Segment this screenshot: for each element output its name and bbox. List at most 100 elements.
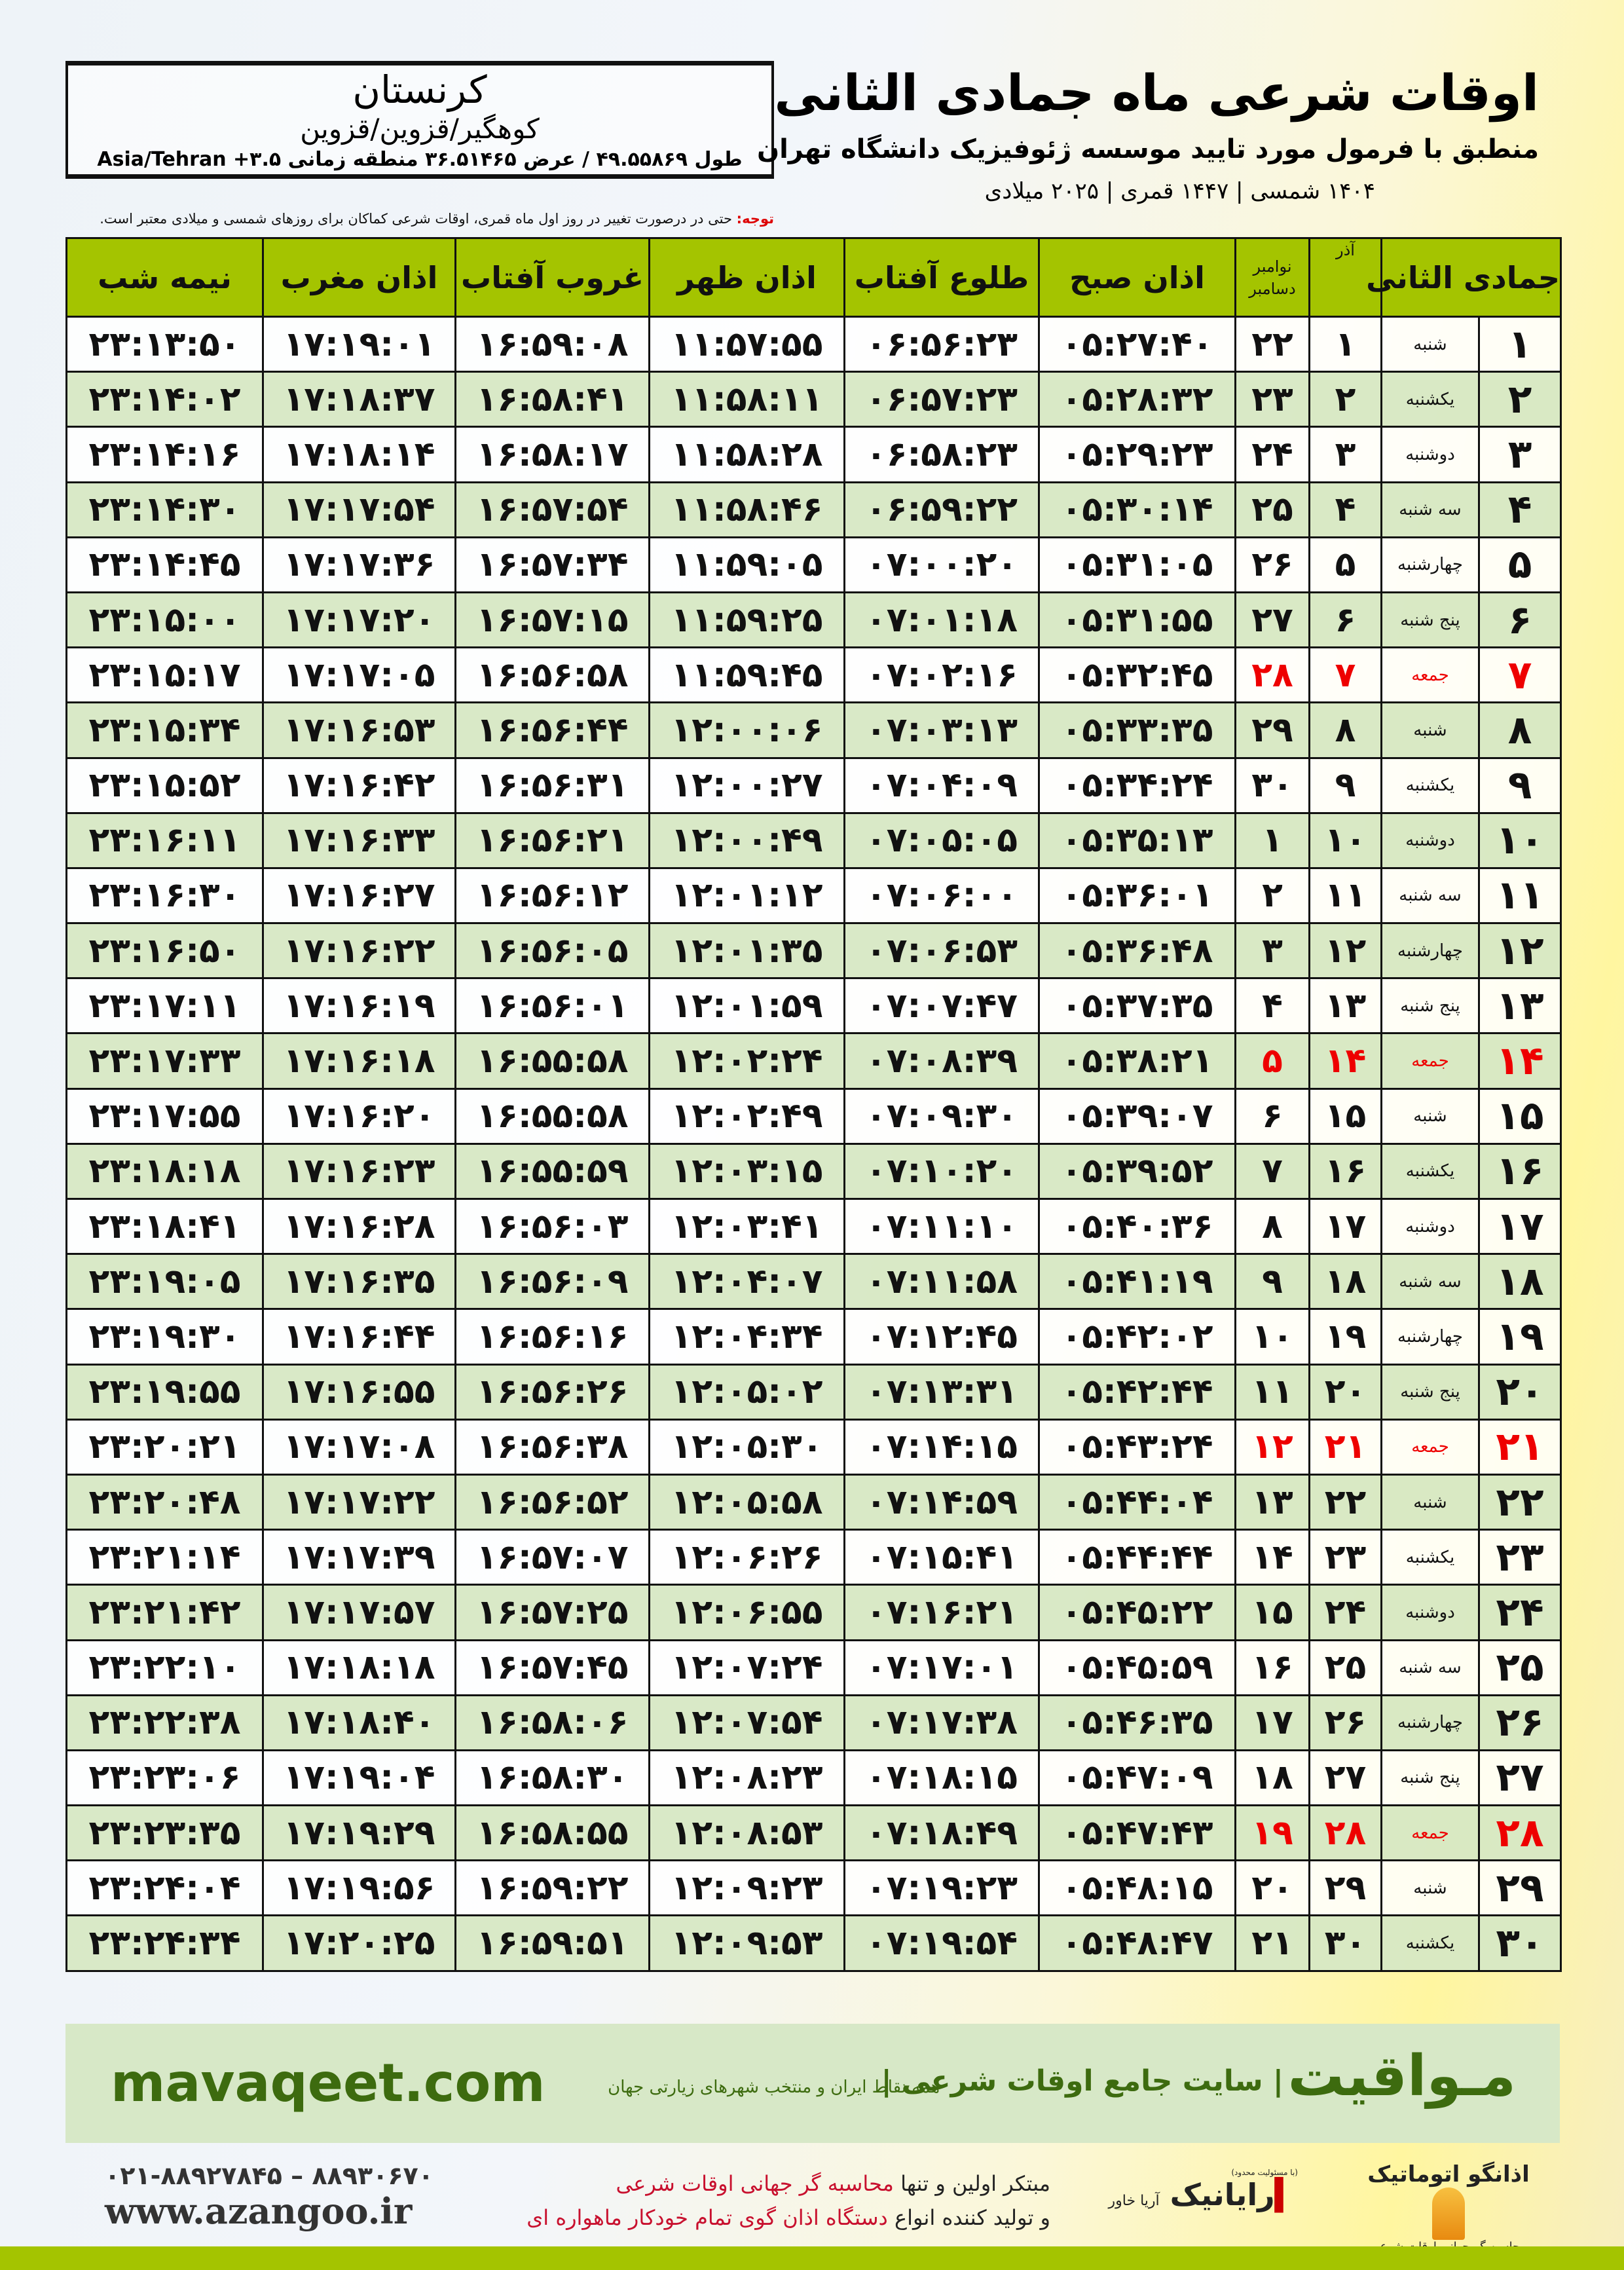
midnight-time: ۲۳:۱۵:۰۰ [65,591,264,649]
greg-day: ۲۴ [1234,426,1310,483]
sunrise-time: ۰۷:۰۵:۰۵ [843,811,1040,869]
sunrise-time: ۰۷:۱۸:۴۹ [843,1804,1040,1862]
hijri-day: ۲۰ [1478,1363,1562,1421]
maghrib-time: ۱۷:۱۶:۲۸ [262,1197,456,1256]
azar-day: ۲ [1308,371,1382,428]
sunrise-time: ۰۷:۱۶:۲۱ [843,1584,1040,1641]
greg-day: ۱۲ [1234,1418,1310,1476]
dhuhr-time: ۱۲:۰۸:۲۳ [648,1749,845,1807]
midnight-time: ۲۳:۲۳:۰۶ [65,1749,264,1807]
hijri-day: ۲ [1478,371,1562,428]
fajr-time: ۰۵:۴۳:۲۴ [1038,1418,1236,1476]
website-link[interactable]: www.azangoo.ir [105,2190,413,2232]
prayer-times-table: جمادی الثانی آذر نوامبر دسامبر اذان صبح ط… [65,237,1562,1972]
maghrib-time: ۱۷:۱۷:۲۲ [262,1473,456,1531]
midnight-time: ۲۳:۲۲:۳۸ [65,1694,264,1751]
table-row: ۱۱ سه شنبه ۱۱ ۲ ۰۵:۳۶:۰۱ ۰۷:۰۶:۰۰ ۱۲:۰۱:۱۲ ۱۶:۵… [65,866,1562,925]
dome-icon [1432,2187,1465,2240]
hijri-day: ۲۳ [1478,1529,1562,1586]
sunrise-time: ۰۷:۱۵:۴۱ [843,1529,1040,1586]
weekday: سه شنبه [1380,1639,1481,1696]
sunset-time: ۱۶:۵۵:۵۸ [454,1032,650,1090]
greg-day: ۲۰ [1234,1859,1310,1917]
maghrib-time: ۱۷:۱۶:۵۳ [262,701,456,759]
sunrise-time: ۰۷:۰۶:۰۰ [843,866,1040,925]
fajr-time: ۰۵:۲۹:۲۳ [1038,426,1236,483]
dhuhr-time: ۱۲:۰۱:۵۹ [648,977,845,1035]
maghrib-time: ۱۷:۱۷:۵۴ [262,481,456,538]
dhuhr-time: ۱۲:۰۰:۴۹ [648,811,845,869]
fajr-time: ۰۵:۲۸:۳۲ [1038,371,1236,428]
fajr-time: ۰۵:۳۶:۰۱ [1038,866,1236,925]
midnight-time: ۲۳:۱۷:۳۳ [65,1032,264,1090]
greg-day: ۱۵ [1234,1584,1310,1641]
sunset-time: ۱۶:۵۹:۵۱ [454,1914,650,1972]
sunset-time: ۱۶:۵۶:۳۱ [454,756,650,814]
weekday: پنج شنبه [1380,591,1481,649]
weekday: شنبه [1380,315,1481,373]
sunrise-time: ۰۶:۵۸:۲۳ [843,426,1040,483]
header-sunrise: طلوع آفتاب [843,237,1040,318]
dhuhr-time: ۱۲:۰۱:۱۲ [648,866,845,925]
greg-day: ۱۹ [1234,1804,1310,1862]
sunrise-time: ۰۷:۱۴:۵۹ [843,1473,1040,1531]
dhuhr-time: ۱۲:۰۹:۵۳ [648,1914,845,1972]
fajr-time: ۰۵:۴۷:۰۹ [1038,1749,1236,1807]
dhuhr-time: ۱۲:۰۰:۰۶ [648,701,845,759]
sunrise-time: ۰۷:۱۸:۱۵ [843,1749,1040,1807]
dhuhr-time: ۱۲:۰۸:۵۳ [648,1804,845,1862]
logo2-side: آریا خاور [1108,2193,1160,2209]
hijri-day: ۱ [1478,315,1562,373]
azar-day: ۳۰ [1308,1914,1382,1972]
weekday: دوشنبه [1380,1197,1481,1256]
midnight-time: ۲۳:۱۵:۱۷ [65,646,264,704]
dhuhr-time: ۱۲:۰۹:۲۳ [648,1859,845,1917]
years: ۱۴۰۴ شمسی | ۱۴۴۷ قمری | ۲۰۲۵ میلادی [984,178,1375,204]
table-row: ۹ یکشنبه ۹ ۳۰ ۰۵:۳۴:۲۴ ۰۷:۰۴:۰۹ ۱۲:۰۰:۲۷ ۱۶:۵۶:… [65,756,1562,814]
sunrise-time: ۰۶:۵۶:۲۳ [843,315,1040,373]
table-row: ۱۹ چهارشنبه ۱۹ ۱۰ ۰۵:۴۲:۰۲ ۰۷:۱۲:۴۵ ۱۲:۰۴:۳۴ ۱۶… [65,1308,1562,1366]
azar-day: ۲۳ [1308,1529,1382,1586]
header-midnight: نیمه شب [65,237,264,318]
midnight-time: ۲۳:۲۴:۰۴ [65,1859,264,1917]
greg-day: ۳۰ [1234,756,1310,814]
header-november: نوامبر [1253,257,1292,276]
banner-sub: همه نقاط ایران و منتخب شهرهای زیارتی جها… [608,2077,940,2097]
hijri-day: ۱۷ [1478,1197,1562,1256]
header-dhuhr: اذان ظهر [648,237,845,318]
tag1-a: مبتکر اولین و تنها [893,2171,1050,2196]
sunset-time: ۱۶:۵۶:۲۱ [454,811,650,869]
sunrise-time: ۰۷:۰۹:۳۰ [843,1087,1040,1145]
banner-url[interactable]: mavaqeet.com [111,2053,545,2113]
table-row: ۲۳ یکشنبه ۲۳ ۱۴ ۰۵:۴۴:۴۴ ۰۷:۱۵:۴۱ ۱۲:۰۶:۲۶ ۱۶:۵… [65,1529,1562,1586]
dhuhr-time: ۱۲:۰۷:۲۴ [648,1639,845,1696]
midnight-time: ۲۳:۲۲:۱۰ [65,1639,264,1696]
azar-day: ۲۰ [1308,1363,1382,1421]
dhuhr-time: ۱۱:۵۹:۴۵ [648,646,845,704]
dhuhr-time: ۱۲:۰۲:۴۹ [648,1087,845,1145]
sunset-time: ۱۶:۵۶:۰۹ [454,1253,650,1311]
greg-day: ۲۱ [1234,1914,1310,1972]
maghrib-time: ۱۷:۱۶:۱۹ [262,977,456,1035]
sunrise-time: ۰۷:۱۲:۴۵ [843,1308,1040,1366]
dhuhr-time: ۱۲:۰۵:۵۸ [648,1473,845,1531]
weekday: چهارشنبه [1380,1308,1481,1366]
table-row: ۲۴ دوشنبه ۲۴ ۱۵ ۰۵:۴۵:۲۲ ۰۷:۱۶:۲۱ ۱۲:۰۶:۵۵ ۱۶:۵… [65,1584,1562,1641]
location-box: کرنستان کوهگیر/قزوین/قزوین طول ۴۹.۵۵۸۶۹ … [65,61,774,179]
fajr-time: ۰۵:۳۶:۴۸ [1038,922,1236,980]
tagline: مبتکر اولین و تنها محاسبه گر جهانی اوقات… [526,2167,1050,2235]
phone: ۰۲۱-۸۸۹۲۷۸۴۵ – ۸۸۹۳۰۶۷۰ [105,2161,434,2190]
fajr-time: ۰۵:۴۵:۵۹ [1038,1639,1236,1696]
sunrise-time: ۰۷:۰۲:۱۶ [843,646,1040,704]
table-row: ۲۸ جمعه ۲۸ ۱۹ ۰۵:۴۷:۴۳ ۰۷:۱۸:۴۹ ۱۲:۰۸:۵۳ ۱۶:۵۸:… [65,1804,1562,1862]
hijri-day: ۱۵ [1478,1087,1562,1145]
azar-day: ۱۹ [1308,1308,1382,1366]
bottom-strip [0,2246,1624,2270]
maghrib-time: ۱۷:۱۷:۰۸ [262,1418,456,1476]
azar-day: ۲۶ [1308,1694,1382,1751]
maghrib-time: ۱۷:۱۶:۲۳ [262,1142,456,1200]
sunset-time: ۱۶:۵۷:۲۵ [454,1584,650,1641]
maghrib-time: ۱۷:۱۷:۵۷ [262,1584,456,1641]
fajr-time: ۰۵:۳۹:۰۷ [1038,1087,1236,1145]
sunset-time: ۱۶:۵۶:۱۲ [454,866,650,925]
